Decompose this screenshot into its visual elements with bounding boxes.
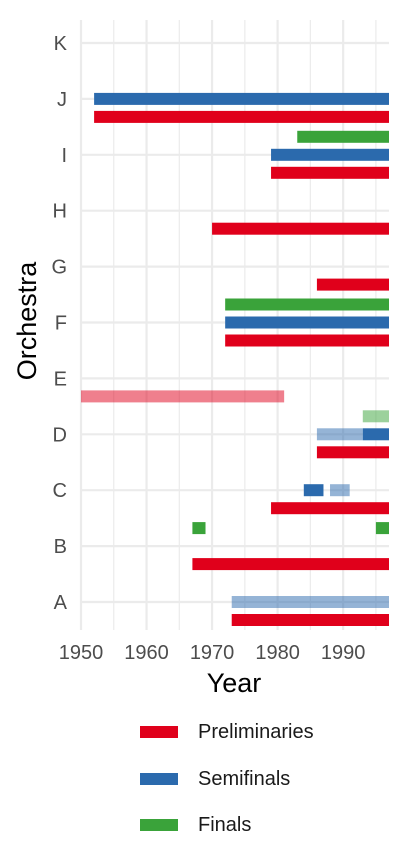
y-tick-labels: A B C D E F G H I J K	[51, 33, 67, 614]
bar-h-preliminaries-1970	[212, 222, 389, 235]
y-tick-label-c: C	[53, 480, 67, 502]
y-axis-label: Orchestra	[12, 261, 42, 381]
legend-swatch-semifinals	[140, 772, 178, 785]
bar-b-finals-1967	[192, 522, 206, 535]
x-tick-label-1970: 1970	[190, 642, 235, 664]
legend-item-preliminaries: Preliminaries	[140, 720, 390, 744]
y-tick-label-b: B	[54, 536, 67, 558]
bar-b-finals-1995	[375, 522, 389, 535]
legend-item-finals: Finals	[140, 813, 390, 837]
bar-f-finals-1972	[225, 298, 389, 311]
y-tick-label-i: I	[61, 145, 67, 167]
bar-f-preliminaries-1972	[225, 334, 389, 347]
legend-item-semifinals: Semifinals	[140, 767, 390, 791]
bar-b-preliminaries-1967	[192, 558, 389, 571]
bar-i-semifinals-1979	[271, 148, 389, 161]
x-tick-label-1950: 1950	[59, 642, 104, 664]
legend-label-finals: Finals	[198, 814, 252, 836]
bar-c-preliminaries-1979	[271, 502, 389, 515]
x-tick-label-1960: 1960	[124, 642, 169, 664]
bar-a-semifinals-1973	[231, 596, 389, 608]
y-tick-label-f: F	[55, 313, 67, 335]
bars	[81, 92, 389, 626]
bar-j-preliminaries-1952	[94, 110, 389, 123]
legend: Preliminaries Semifinals Finals	[140, 720, 390, 860]
bar-g-preliminaries-1986	[316, 278, 389, 291]
bar-d-semifinals-1986	[316, 428, 363, 441]
legend-label-preliminaries: Preliminaries	[198, 721, 314, 743]
bar-d-finals-1993	[362, 410, 389, 423]
x-tick-label-1990: 1990	[321, 642, 366, 664]
y-tick-label-j: J	[57, 89, 67, 111]
y-tick-label-d: D	[53, 424, 67, 446]
x-tick-label-1980: 1980	[255, 642, 300, 664]
legend-swatch-finals	[140, 819, 178, 831]
bar-i-finals-1983	[297, 130, 389, 143]
y-tick-label-e: E	[54, 368, 67, 390]
bar-c-semifinals-1988	[330, 484, 350, 497]
legend-label-semifinals: Semifinals	[198, 767, 291, 790]
y-tick-label-k: K	[54, 33, 68, 55]
bar-j-semifinals-1952	[94, 92, 389, 105]
bar-e-preliminaries-1950	[81, 390, 285, 403]
legend-swatch-preliminaries	[140, 726, 178, 738]
y-tick-label-h: H	[53, 201, 67, 223]
bar-d-preliminaries-1986	[316, 446, 389, 459]
y-tick-label-a: A	[54, 592, 68, 614]
bar-i-preliminaries-1979	[271, 166, 389, 179]
bar-f-semifinals-1972	[225, 316, 389, 329]
bar-d-semifinals-1993	[362, 428, 389, 441]
bar-a-preliminaries-1973	[231, 614, 389, 626]
y-tick-label-g: G	[51, 257, 67, 279]
bar-c-semifinals-1984	[303, 484, 324, 497]
x-tick-labels: 1950 1960 1970 1980 1990	[59, 642, 366, 664]
x-axis-label: Year	[207, 668, 262, 698]
